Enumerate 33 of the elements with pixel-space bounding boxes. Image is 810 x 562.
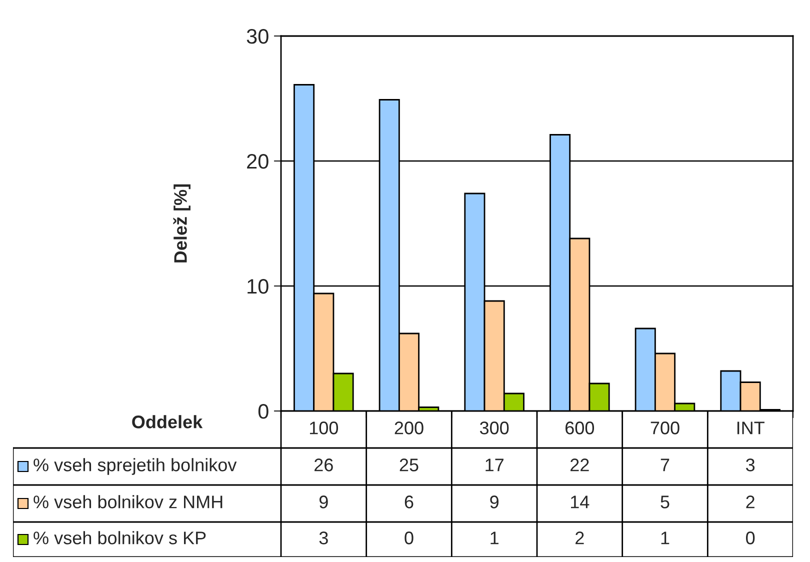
x-tick-label: 700 xyxy=(650,422,680,434)
data-label: 25 xyxy=(400,458,418,472)
data-label: 9 xyxy=(490,496,498,508)
data-label: 9 xyxy=(319,496,328,508)
data-label: 2 xyxy=(576,532,584,544)
y-axis-title: Delež [%] xyxy=(173,184,190,262)
data-label: 2 xyxy=(746,496,754,508)
data-label: 3 xyxy=(746,458,755,472)
x-tick-label: 300 xyxy=(480,422,509,434)
data-label: 22 xyxy=(570,458,589,472)
y-tick-label: 10 xyxy=(248,279,268,294)
y-tick-label: 0 xyxy=(258,404,268,419)
data-label: 26 xyxy=(314,458,333,472)
data-label: 7 xyxy=(660,458,670,472)
legend-label: % vseh sprejetih bolnikov xyxy=(34,458,237,475)
data-label: 0 xyxy=(404,532,414,544)
data-label: 6 xyxy=(404,496,414,508)
x-tick-label: 600 xyxy=(566,422,594,434)
data-label: 17 xyxy=(486,458,504,472)
legend-label: % vseh bolnikov z NMH xyxy=(34,495,222,508)
legend-label: % vseh bolnikov s KP xyxy=(34,531,206,544)
y-tick-label: 20 xyxy=(247,154,268,169)
x-axis-title: Oddelek xyxy=(132,415,203,428)
x-tick-label: INT xyxy=(737,422,764,434)
data-label: 1 xyxy=(661,532,670,544)
x-tick-label: 100 xyxy=(310,422,338,434)
y-tick-label: 30 xyxy=(246,29,268,44)
x-tick-label: 200 xyxy=(394,422,424,434)
data-label: 1 xyxy=(490,532,498,544)
data-label: 0 xyxy=(746,532,755,544)
data-label: 3 xyxy=(319,532,328,544)
data-label: 5 xyxy=(660,496,670,508)
data-label: 14 xyxy=(571,496,590,508)
